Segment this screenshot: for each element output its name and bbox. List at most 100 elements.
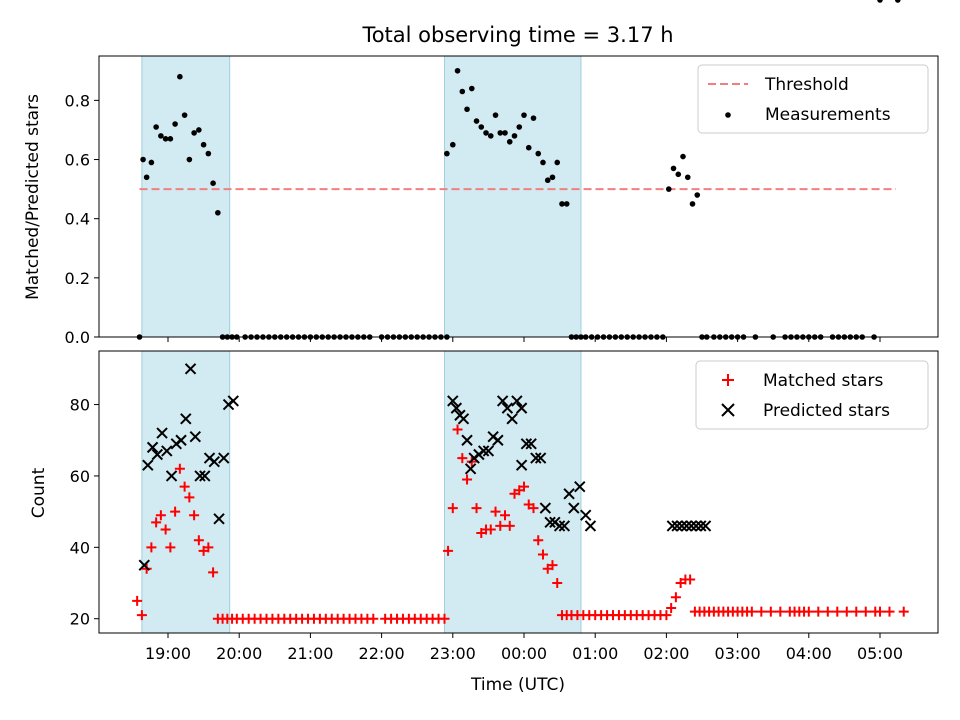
measurement-point (140, 156, 146, 163)
bottom-ytick-label: 20 (70, 610, 90, 629)
measurement-point (511, 133, 518, 139)
measurement-point (478, 124, 485, 130)
measurement-point (172, 121, 178, 127)
predicted-star-marker (461, 434, 473, 446)
matched-star-marker (439, 613, 450, 624)
matched-star-marker (495, 520, 506, 531)
measurement-point (196, 127, 202, 133)
predicted-star-marker (138, 559, 150, 571)
predicted-star-marker (525, 438, 537, 450)
measurement-point (191, 130, 197, 136)
predicted-star-marker (142, 459, 154, 471)
top-ylabel: Matched/Predicted stars (23, 94, 43, 300)
x-axis-label: Time (UTC) (470, 675, 565, 695)
measurement-point (483, 130, 489, 136)
measurement-point (535, 150, 542, 157)
xtick-label: 21:00 (287, 644, 333, 663)
predicted-star-marker (534, 452, 547, 464)
bottom-plot-frame (98, 350, 939, 634)
predicted-star-marker (492, 434, 504, 446)
matched-star-marker (457, 453, 468, 464)
measurement-point (167, 136, 174, 142)
xtick-label: 03:00 (715, 644, 761, 663)
matched-star-marker (471, 503, 482, 514)
predicted-star-marker (477, 445, 490, 457)
predicted-star-marker (685, 520, 698, 532)
matched-star-marker (368, 613, 379, 624)
xtick-label: 22:00 (359, 644, 405, 663)
predicted-star-marker (464, 463, 477, 475)
matched-star-marker (208, 567, 219, 578)
top-shaded-interval-1 (443, 55, 582, 338)
measurement-point (506, 138, 513, 145)
predicted-star-marker (680, 520, 693, 532)
measurement-point (530, 115, 537, 121)
matched-star-marker (803, 606, 814, 617)
top-legend: Threshold Measurements (697, 64, 929, 134)
measurement-point (502, 130, 508, 136)
predicted-star-marker (695, 520, 707, 532)
predicted-star-marker (184, 363, 197, 375)
xtick-label: 19:00 (145, 644, 191, 663)
xtick-label: 04:00 (786, 644, 832, 663)
matched-star-marker (528, 503, 539, 514)
matched-star-marker (685, 574, 696, 585)
bottom-ytick-label: 80 (70, 396, 90, 415)
matched-star-marker (151, 517, 162, 528)
bottom-shaded-interval-0 (141, 350, 231, 634)
matched-star-marker (519, 481, 529, 492)
measurement-point (464, 106, 470, 113)
measurement-point (684, 174, 691, 181)
bottom-panel: 20 40 60 80 19:00 20:00 21:00 22:00 23:00 00:00 01… (70, 350, 939, 663)
predicted-star-marker (180, 413, 192, 425)
top-plot-frame (98, 55, 939, 338)
legend-matched-swatch (722, 374, 734, 386)
legend-matched-label: Matched stars (763, 371, 883, 391)
matched-star-marker (452, 424, 463, 435)
matched-star-marker (666, 603, 677, 614)
legend-measurements-swatch (725, 112, 731, 118)
measurement-point (148, 159, 155, 166)
matched-star-marker (552, 578, 563, 589)
measurement-point (487, 133, 494, 139)
predicted-star-marker (151, 448, 164, 461)
predicted-star-marker (574, 480, 586, 493)
matched-star-marker (765, 606, 776, 617)
matched-star-marker (189, 510, 200, 521)
measurement-point (675, 171, 682, 178)
measurement-point (153, 124, 159, 130)
matched-star-marker (132, 595, 143, 606)
measurement-point (143, 174, 150, 181)
predicted-star-marker (213, 513, 225, 525)
matched-star-marker (136, 610, 147, 621)
predicted-star-marker (161, 445, 173, 457)
matched-star-marker (146, 542, 157, 553)
measurement-point (215, 209, 221, 216)
measurement-point (689, 201, 696, 207)
measurement-point (444, 150, 450, 157)
measurement-point (200, 141, 207, 148)
matched-star-marker (160, 524, 171, 535)
chart-title: Total observing time = 3.17 h (361, 23, 673, 47)
matched-star-marker (170, 506, 181, 517)
measurement-point (540, 159, 546, 166)
measurement-point (177, 73, 183, 80)
matched-star-marker (485, 524, 496, 535)
measurement-point (205, 150, 212, 157)
matched-star-marker (179, 481, 190, 492)
xtick-label: 02:00 (643, 644, 689, 663)
measurement-point (210, 180, 216, 186)
legend-measurements-label: Measurements (765, 105, 891, 125)
predicted-star-marker (496, 395, 509, 407)
predicted-star-marker (146, 441, 159, 454)
measurement-point (516, 124, 523, 130)
predicted-star-marker (447, 395, 459, 407)
predicted-star-marker (515, 402, 528, 414)
matched-star-marker (184, 492, 195, 503)
top-panel: 0.0 0.2 0.4 0.6 0.8 Threshold Measurements (65, 0, 939, 347)
matched-star-marker (851, 606, 862, 617)
measurement-point (549, 174, 556, 181)
matched-star-marker (547, 560, 558, 571)
predicted-star-marker (699, 520, 712, 532)
